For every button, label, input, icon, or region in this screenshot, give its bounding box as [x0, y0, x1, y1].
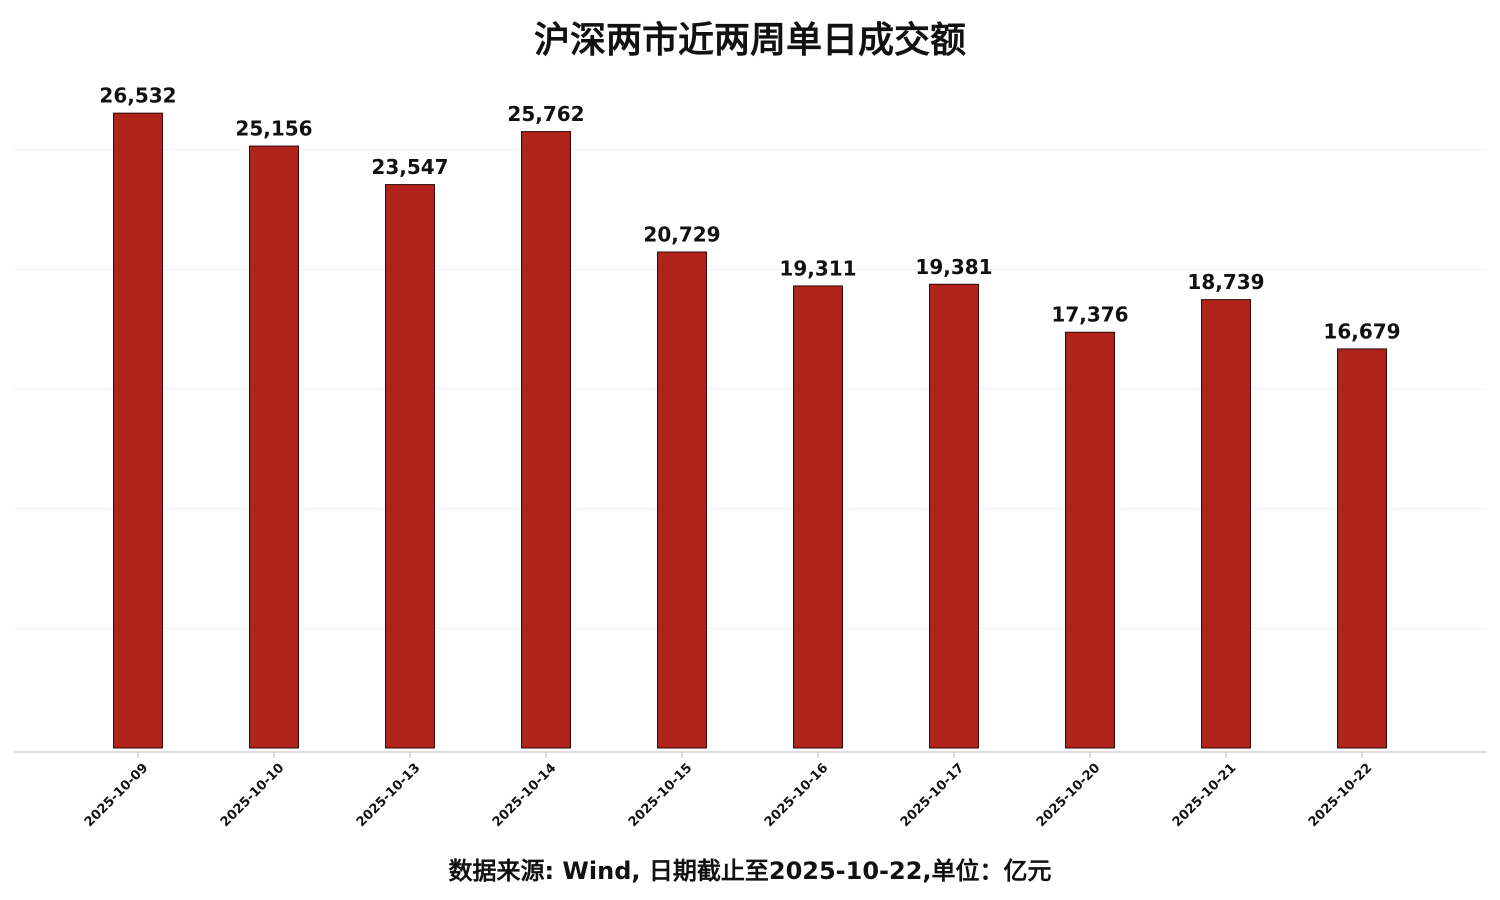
x-tick-label: 2025-10-21 — [1170, 761, 1239, 830]
bar — [113, 112, 163, 749]
bar — [793, 285, 843, 749]
x-tick-label: 2025-10-20 — [1034, 761, 1103, 830]
value-label: 23,547 — [371, 155, 448, 179]
x-tick-label: 2025-10-16 — [762, 761, 831, 830]
bar — [929, 283, 979, 749]
value-label: 25,156 — [235, 117, 312, 141]
value-label: 16,679 — [1323, 319, 1400, 343]
x-tick-label: 2025-10-17 — [898, 761, 967, 830]
x-tick-label: 2025-10-09 — [82, 761, 151, 830]
bar — [1065, 331, 1115, 749]
bar — [385, 184, 435, 749]
value-label: 19,381 — [915, 255, 992, 279]
value-label: 19,311 — [779, 256, 856, 280]
value-label: 20,729 — [643, 223, 720, 247]
value-label: 26,532 — [99, 84, 176, 108]
value-label: 25,762 — [507, 102, 584, 126]
x-tick-label: 2025-10-22 — [1306, 761, 1375, 830]
value-label: 17,376 — [1051, 303, 1128, 327]
bar — [249, 145, 299, 749]
bar — [1337, 348, 1387, 749]
x-tick-label: 2025-10-15 — [626, 761, 695, 830]
x-tick-label: 2025-10-10 — [218, 761, 287, 830]
chart-title: 沪深两市近两周单日成交额 — [534, 19, 966, 61]
value-label: 18,739 — [1187, 270, 1264, 294]
bar — [1201, 299, 1251, 749]
bar — [657, 251, 707, 749]
x-tick-label: 2025-10-14 — [490, 761, 559, 830]
x-tick-label: 2025-10-13 — [354, 761, 423, 830]
source-note: 数据来源: Wind, 日期截止至2025-10-22,单位：亿元 — [448, 857, 1051, 885]
bar — [521, 131, 571, 749]
